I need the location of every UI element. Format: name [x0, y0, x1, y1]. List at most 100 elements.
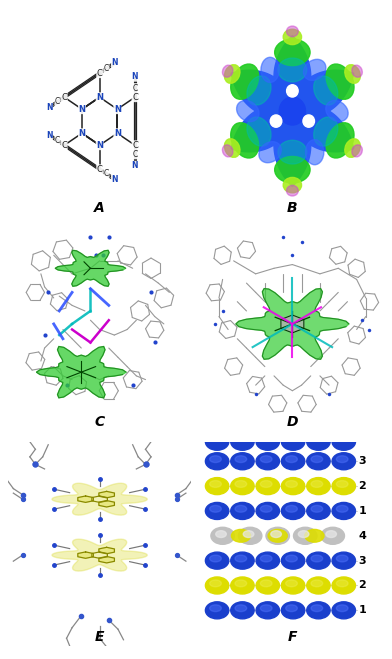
Text: 3: 3: [358, 556, 366, 565]
Ellipse shape: [259, 142, 281, 163]
Ellipse shape: [238, 527, 262, 544]
Text: C: C: [104, 64, 109, 73]
Ellipse shape: [307, 502, 330, 519]
Ellipse shape: [311, 555, 323, 562]
Ellipse shape: [205, 478, 229, 495]
Ellipse shape: [298, 530, 309, 538]
Ellipse shape: [235, 605, 247, 612]
Ellipse shape: [211, 527, 234, 544]
Ellipse shape: [260, 555, 272, 562]
Ellipse shape: [225, 139, 240, 158]
Polygon shape: [99, 556, 114, 563]
Ellipse shape: [332, 502, 356, 519]
Ellipse shape: [314, 117, 338, 146]
Polygon shape: [99, 548, 114, 554]
Ellipse shape: [281, 602, 305, 619]
Ellipse shape: [256, 478, 279, 495]
Ellipse shape: [256, 602, 279, 619]
Ellipse shape: [286, 580, 298, 587]
Ellipse shape: [345, 139, 360, 158]
Text: N: N: [132, 72, 138, 81]
Text: C: C: [97, 165, 103, 174]
Ellipse shape: [260, 456, 272, 463]
Circle shape: [287, 85, 298, 97]
Ellipse shape: [216, 530, 226, 538]
Polygon shape: [55, 250, 126, 286]
Ellipse shape: [231, 453, 254, 470]
Text: C: C: [132, 93, 138, 101]
Text: N: N: [46, 103, 53, 112]
Text: E: E: [95, 630, 104, 644]
Ellipse shape: [286, 505, 298, 512]
Ellipse shape: [311, 505, 323, 512]
Polygon shape: [78, 552, 93, 558]
Ellipse shape: [294, 527, 317, 544]
Ellipse shape: [256, 502, 279, 519]
Polygon shape: [231, 36, 354, 186]
Ellipse shape: [287, 26, 298, 37]
Ellipse shape: [311, 605, 323, 612]
Ellipse shape: [332, 453, 356, 470]
Text: 1: 1: [358, 606, 366, 616]
Ellipse shape: [278, 140, 307, 164]
Ellipse shape: [332, 433, 356, 450]
Ellipse shape: [326, 123, 354, 158]
Ellipse shape: [336, 480, 348, 488]
Text: N: N: [114, 129, 121, 138]
Text: N: N: [46, 130, 53, 140]
Ellipse shape: [271, 530, 281, 538]
Ellipse shape: [231, 502, 254, 519]
Ellipse shape: [307, 478, 330, 495]
Ellipse shape: [210, 505, 221, 512]
Ellipse shape: [286, 480, 298, 488]
Text: 3: 3: [358, 456, 366, 467]
Text: C: C: [104, 169, 109, 179]
Ellipse shape: [283, 29, 301, 45]
Text: C: C: [132, 84, 138, 92]
Ellipse shape: [303, 59, 326, 80]
Text: D: D: [287, 415, 298, 430]
Ellipse shape: [345, 65, 360, 83]
Ellipse shape: [311, 580, 323, 587]
Polygon shape: [52, 483, 147, 515]
Text: C: C: [55, 136, 60, 145]
Ellipse shape: [235, 555, 247, 562]
Ellipse shape: [286, 555, 298, 562]
Ellipse shape: [260, 605, 272, 612]
Ellipse shape: [256, 453, 279, 470]
Ellipse shape: [281, 478, 305, 495]
Ellipse shape: [210, 456, 221, 463]
Text: N: N: [78, 105, 85, 114]
Ellipse shape: [352, 65, 362, 77]
Ellipse shape: [247, 76, 271, 105]
Ellipse shape: [307, 577, 330, 594]
Ellipse shape: [281, 577, 305, 594]
Text: 1: 1: [358, 506, 366, 516]
Ellipse shape: [205, 577, 229, 594]
Circle shape: [270, 115, 282, 127]
Ellipse shape: [247, 117, 271, 146]
Ellipse shape: [231, 529, 250, 542]
Circle shape: [279, 97, 305, 125]
Text: C: C: [97, 69, 103, 78]
Ellipse shape: [336, 456, 348, 463]
Ellipse shape: [352, 145, 362, 157]
Text: N: N: [78, 129, 85, 138]
Ellipse shape: [332, 478, 356, 495]
Ellipse shape: [256, 577, 279, 594]
Ellipse shape: [307, 602, 330, 619]
Ellipse shape: [286, 605, 298, 612]
Polygon shape: [99, 492, 114, 498]
Ellipse shape: [275, 156, 310, 183]
Ellipse shape: [231, 433, 254, 450]
Text: 4: 4: [358, 530, 367, 541]
Text: 2: 2: [358, 581, 366, 590]
Ellipse shape: [210, 580, 221, 587]
Ellipse shape: [307, 433, 330, 450]
Ellipse shape: [332, 602, 356, 619]
Ellipse shape: [283, 177, 301, 193]
Ellipse shape: [210, 480, 221, 488]
Text: N: N: [132, 161, 138, 170]
Ellipse shape: [243, 530, 254, 538]
Text: N: N: [96, 93, 103, 101]
